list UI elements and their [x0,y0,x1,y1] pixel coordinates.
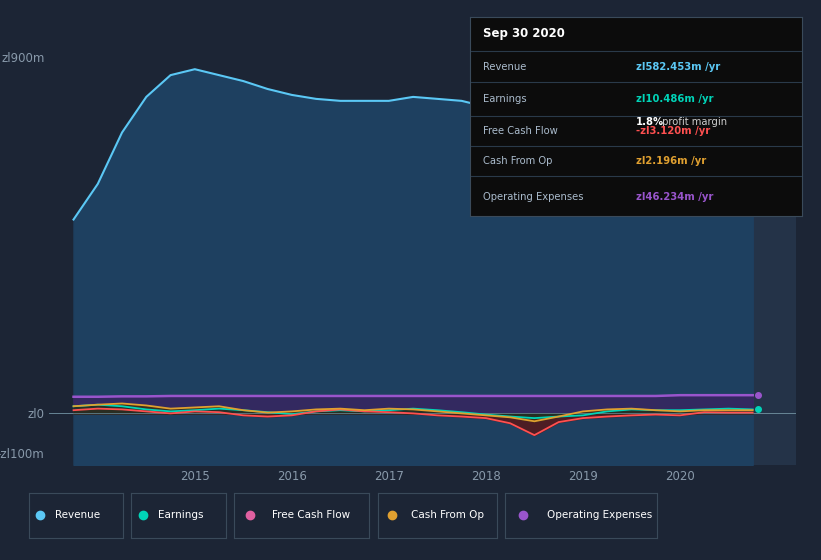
Text: -zl3.120m /yr: -zl3.120m /yr [635,126,710,136]
Text: profit margin: profit margin [659,117,727,127]
Text: zl46.234m /yr: zl46.234m /yr [635,192,713,202]
Text: Cash From Op: Cash From Op [483,156,553,166]
Text: 1.8%: 1.8% [635,117,664,127]
Text: zl582.453m /yr: zl582.453m /yr [635,63,720,72]
Text: Revenue: Revenue [483,63,526,72]
Text: Cash From Op: Cash From Op [411,510,484,520]
Text: Sep 30 2020: Sep 30 2020 [483,27,565,40]
Text: Free Cash Flow: Free Cash Flow [483,126,557,136]
Text: Revenue: Revenue [55,510,100,520]
Text: Free Cash Flow: Free Cash Flow [272,510,350,520]
Text: zl10.486m /yr: zl10.486m /yr [635,94,713,104]
Text: zl2.196m /yr: zl2.196m /yr [635,156,706,166]
Text: Earnings: Earnings [483,94,526,104]
Text: Earnings: Earnings [158,510,204,520]
Text: Operating Expenses: Operating Expenses [483,192,584,202]
Bar [670,34,796,465]
Text: Operating Expenses: Operating Expenses [548,510,653,520]
